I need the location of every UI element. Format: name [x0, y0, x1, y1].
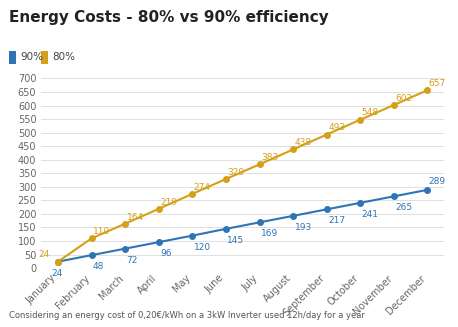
- 90%: [425, 188, 430, 192]
- 90%: [257, 220, 262, 224]
- 80%: [223, 177, 229, 181]
- Text: 90%: 90%: [21, 52, 44, 62]
- 90%: [391, 194, 397, 198]
- 90%: [156, 240, 162, 244]
- Text: Considering an energy cost of 0,20€/kWh on a 3kW Inverter used 12h/day for a yea: Considering an energy cost of 0,20€/kWh …: [9, 311, 365, 320]
- 90%: [55, 260, 61, 264]
- 80%: [290, 147, 296, 151]
- Text: 24: 24: [51, 268, 62, 278]
- Text: 274: 274: [194, 183, 211, 192]
- Text: 110: 110: [93, 227, 110, 236]
- 90%: [190, 234, 195, 238]
- Text: Energy Costs - 80% vs 90% efficiency: Energy Costs - 80% vs 90% efficiency: [9, 10, 329, 25]
- Text: 80%: 80%: [53, 52, 76, 62]
- Text: 438: 438: [294, 138, 311, 147]
- 90%: [324, 207, 329, 211]
- Text: 193: 193: [294, 223, 312, 232]
- 90%: [122, 247, 128, 250]
- 80%: [122, 222, 128, 226]
- Text: 24: 24: [38, 250, 50, 259]
- 80%: [55, 260, 61, 264]
- Line: 90%: 90%: [55, 187, 430, 265]
- 90%: [89, 253, 94, 257]
- 80%: [89, 236, 94, 240]
- 80%: [156, 207, 162, 211]
- Text: 493: 493: [328, 123, 345, 132]
- 80%: [257, 163, 262, 166]
- Text: 120: 120: [194, 243, 211, 251]
- 90%: [358, 201, 363, 205]
- 80%: [391, 103, 397, 107]
- Text: 48: 48: [93, 262, 104, 271]
- Text: 145: 145: [227, 236, 245, 245]
- Line: 80%: 80%: [55, 87, 430, 265]
- 80%: [190, 192, 195, 196]
- Text: 72: 72: [126, 255, 138, 265]
- Text: 241: 241: [362, 210, 379, 219]
- Text: 219: 219: [160, 198, 177, 207]
- Text: 217: 217: [328, 216, 345, 225]
- Text: 329: 329: [227, 168, 245, 177]
- 80%: [358, 118, 363, 122]
- Text: 383: 383: [261, 153, 278, 162]
- Text: 164: 164: [126, 213, 144, 221]
- Text: 289: 289: [429, 177, 446, 186]
- Text: 169: 169: [261, 229, 278, 238]
- 80%: [324, 133, 329, 137]
- 90%: [290, 214, 296, 218]
- Text: 548: 548: [362, 109, 379, 117]
- Text: 602: 602: [395, 94, 412, 103]
- Text: 657: 657: [429, 79, 446, 88]
- 90%: [223, 227, 229, 231]
- Text: 265: 265: [395, 203, 412, 212]
- Text: 96: 96: [160, 249, 172, 258]
- 80%: [425, 88, 430, 92]
